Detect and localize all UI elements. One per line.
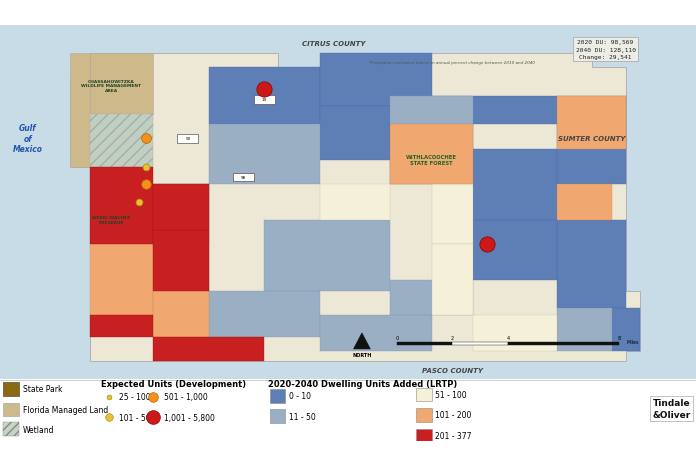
Text: CITRUS COUNTY: CITRUS COUNTY xyxy=(302,41,366,47)
Bar xyxy=(3,382,19,396)
Text: 1,001 - 5,800: 1,001 - 5,800 xyxy=(164,413,214,422)
Polygon shape xyxy=(90,114,153,167)
Text: 501 - 1,000: 501 - 1,000 xyxy=(164,393,207,401)
Text: Wetland: Wetland xyxy=(23,425,54,434)
Text: Expected Units (Development): Expected Units (Development) xyxy=(101,379,246,388)
Bar xyxy=(397,342,452,345)
Text: 11 - 50: 11 - 50 xyxy=(289,412,315,421)
Text: 51 - 100: 51 - 100 xyxy=(435,390,466,399)
Text: 19: 19 xyxy=(262,98,267,102)
Polygon shape xyxy=(70,54,90,167)
Polygon shape xyxy=(153,185,209,231)
Bar xyxy=(3,422,19,436)
Polygon shape xyxy=(473,150,557,220)
Bar xyxy=(270,409,285,423)
Text: 2020 DU: 98,569
2040 DU: 128,110
Change: 29,541: 2020 DU: 98,569 2040 DU: 128,110 Change:… xyxy=(576,40,635,60)
Polygon shape xyxy=(153,231,209,291)
Text: CHASSAHOWITZKA
WILDLIFE MANAGEMENT
AREA: CHASSAHOWITZKA WILDLIFE MANAGEMENT AREA xyxy=(81,80,141,93)
Polygon shape xyxy=(557,97,626,150)
Polygon shape xyxy=(90,54,153,114)
Bar xyxy=(270,389,285,403)
Text: State Park: State Park xyxy=(23,385,63,394)
Bar xyxy=(90,202,146,231)
Polygon shape xyxy=(209,291,320,337)
Polygon shape xyxy=(557,185,612,220)
Text: WITHLACOOCHEE
STATE FOREST: WITHLACOOCHEE STATE FOREST xyxy=(406,155,457,166)
Text: 2: 2 xyxy=(451,335,454,340)
Polygon shape xyxy=(320,316,432,351)
Polygon shape xyxy=(320,185,390,220)
Bar xyxy=(416,408,432,422)
Bar xyxy=(233,174,254,182)
Polygon shape xyxy=(432,245,473,316)
Text: SUMTER COUNTY: SUMTER COUNTY xyxy=(558,136,625,142)
Text: Florida Managed Land: Florida Managed Land xyxy=(23,405,108,414)
Text: Tindale
&Oliver: Tindale &Oliver xyxy=(653,399,690,419)
Text: 101 - 200: 101 - 200 xyxy=(435,411,471,419)
Polygon shape xyxy=(473,316,557,351)
Text: 201 - 377: 201 - 377 xyxy=(435,431,471,440)
Bar xyxy=(508,342,619,345)
Text: 2020-2040 Dwelling Units Added (LRTP): 2020-2040 Dwelling Units Added (LRTP) xyxy=(268,379,457,388)
Polygon shape xyxy=(153,337,264,362)
Text: *Population estimated based on annual percent change between 2010 and 2040: *Population estimated based on annual pe… xyxy=(370,61,535,65)
Polygon shape xyxy=(264,220,390,291)
Polygon shape xyxy=(153,291,209,337)
Polygon shape xyxy=(70,54,640,362)
Bar xyxy=(3,403,19,416)
Text: 4: 4 xyxy=(507,335,509,340)
Bar xyxy=(416,388,432,401)
Polygon shape xyxy=(390,125,473,185)
Text: 0 - 10: 0 - 10 xyxy=(289,391,311,400)
Bar xyxy=(452,342,508,345)
Polygon shape xyxy=(557,220,626,308)
Polygon shape xyxy=(90,316,153,337)
Bar xyxy=(254,96,275,104)
Bar xyxy=(416,429,432,442)
Text: Hernando County Schools Long Range Plan: Hernando County Schools Long Range Plan xyxy=(5,447,274,457)
Polygon shape xyxy=(612,308,640,351)
Text: 50: 50 xyxy=(185,137,191,141)
Polygon shape xyxy=(139,245,209,316)
Polygon shape xyxy=(432,185,473,245)
Polygon shape xyxy=(354,333,370,349)
Text: PASCO COUNTY: PASCO COUNTY xyxy=(422,367,483,373)
Polygon shape xyxy=(557,97,626,185)
Text: NORTH: NORTH xyxy=(352,353,372,358)
Bar xyxy=(177,135,198,143)
Text: 8: 8 xyxy=(618,335,621,340)
Polygon shape xyxy=(320,54,432,107)
Polygon shape xyxy=(209,69,320,125)
Polygon shape xyxy=(320,107,390,160)
Polygon shape xyxy=(209,125,320,185)
Polygon shape xyxy=(557,308,612,351)
Text: 6.28.18 Draft Map: 6.28.18 Draft Map xyxy=(590,447,691,457)
Polygon shape xyxy=(432,97,557,125)
Text: WEEKI WACHEE
PRESERVE: WEEKI WACHEE PRESERVE xyxy=(93,216,130,225)
Polygon shape xyxy=(90,167,153,245)
Polygon shape xyxy=(390,125,473,185)
Polygon shape xyxy=(473,220,557,280)
Polygon shape xyxy=(390,97,473,125)
Text: 25 - 100: 25 - 100 xyxy=(119,393,150,401)
Text: Dwelling Units Added 2020-2040: Dwelling Units Added 2020-2040 xyxy=(5,4,311,22)
Polygon shape xyxy=(139,185,209,245)
Text: Gulf
of
Mexico: Gulf of Mexico xyxy=(13,124,43,154)
Polygon shape xyxy=(390,280,473,316)
Text: 0: 0 xyxy=(395,335,398,340)
Text: Miles: Miles xyxy=(626,339,639,344)
Text: 101 - 500: 101 - 500 xyxy=(119,413,155,422)
Polygon shape xyxy=(90,245,153,316)
Text: 98: 98 xyxy=(241,176,246,180)
